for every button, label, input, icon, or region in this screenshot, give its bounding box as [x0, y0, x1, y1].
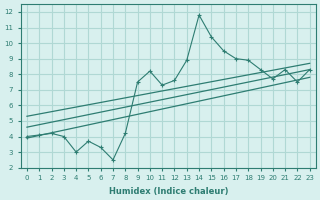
X-axis label: Humidex (Indice chaleur): Humidex (Indice chaleur)	[108, 187, 228, 196]
